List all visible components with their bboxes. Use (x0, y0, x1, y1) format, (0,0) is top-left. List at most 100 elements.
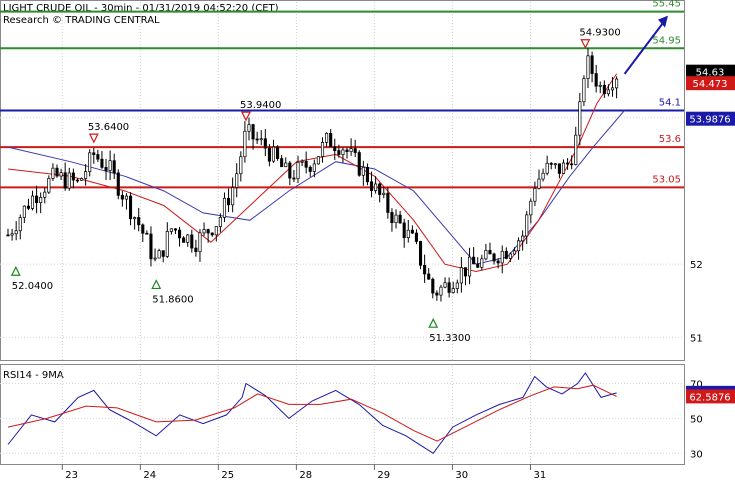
candle-body (63, 172, 67, 189)
candle (112, 153, 116, 179)
candle (59, 168, 63, 180)
candle-body (182, 237, 186, 243)
candle (394, 209, 398, 229)
candle-body (96, 154, 100, 160)
candle (51, 163, 55, 181)
candle (476, 257, 480, 269)
candle-body (206, 229, 210, 234)
candle-body (320, 142, 325, 157)
candle-body (574, 134, 578, 165)
candle (35, 185, 39, 214)
candle (153, 248, 157, 262)
price-box-0-text: 54.63 (696, 68, 725, 79)
candle (235, 163, 239, 198)
candle-body (586, 55, 590, 79)
candle-body (116, 172, 120, 196)
candle-body (239, 156, 243, 175)
candle (369, 171, 374, 198)
candle (169, 228, 173, 235)
candle (590, 51, 594, 83)
candle (390, 208, 394, 232)
pivot-low-marker (151, 279, 162, 290)
candle (165, 222, 169, 259)
candle (484, 243, 488, 261)
candle-body (316, 156, 320, 165)
candle-body (67, 172, 71, 189)
candle-body (304, 160, 308, 168)
candle (566, 158, 570, 170)
candle (439, 284, 443, 302)
price-box-1: 54.473 (686, 76, 735, 91)
candle-body (431, 278, 435, 294)
rsi-series-ma9 (7, 384, 617, 442)
candle (222, 192, 227, 223)
candle-body (39, 197, 43, 204)
candle (398, 210, 402, 224)
candle (386, 187, 390, 219)
candle-body (312, 163, 316, 172)
candle-body (333, 146, 337, 151)
candle-body (43, 191, 47, 198)
pivot-high-label-53.9400: 53.9400 (240, 100, 281, 111)
candle (427, 268, 431, 280)
candle (512, 247, 517, 256)
candle (480, 254, 484, 271)
candle (288, 160, 292, 186)
candle (504, 247, 508, 260)
candle (492, 252, 496, 265)
candle-body (177, 229, 182, 239)
candle-body (398, 214, 402, 224)
candle-body (553, 163, 557, 166)
pivot-low-label-51.3300: 51.3300 (429, 333, 470, 344)
candle-body (500, 250, 504, 264)
candle-body (251, 124, 255, 140)
candle (300, 159, 304, 167)
candle-body (75, 179, 79, 182)
candle (496, 258, 500, 269)
level-label-54.95: 54.95 (652, 35, 681, 46)
candle-body (190, 234, 194, 249)
pivot-low-label-52.0400: 52.0400 (12, 281, 53, 292)
candle (349, 138, 353, 156)
candle-body (537, 178, 541, 189)
candle-body (566, 162, 570, 165)
candle (508, 252, 512, 263)
rsi-box-1-text: 62.5876 (689, 392, 730, 403)
candle (276, 145, 280, 161)
candle (345, 147, 349, 159)
candle (14, 221, 18, 241)
candle (271, 139, 276, 163)
candle-body (406, 229, 410, 238)
candle-body (18, 217, 22, 232)
candle-body (243, 130, 247, 158)
candle (529, 198, 533, 224)
candle-body (329, 133, 333, 148)
candle (431, 277, 435, 299)
candle-body (296, 161, 300, 180)
candle-body (386, 192, 390, 213)
x-tick-label-29: 29 (377, 470, 390, 480)
candle (357, 150, 361, 177)
candle (137, 207, 141, 232)
candle-body (570, 163, 574, 166)
candle-body (451, 288, 455, 293)
candle-body (108, 160, 112, 171)
candle (312, 159, 316, 178)
rsi-y-tick-label-30: 30 (690, 449, 703, 460)
candle (337, 144, 341, 158)
candle-body (414, 232, 419, 242)
candle (549, 162, 553, 170)
candle (557, 163, 561, 179)
candle (284, 157, 288, 168)
candle (251, 123, 255, 150)
pivot-high-marker (580, 39, 591, 50)
candle-body (55, 167, 59, 177)
candle-body (47, 178, 51, 193)
candle-body (582, 78, 586, 103)
price-box-2: 53.9876 (686, 111, 735, 126)
candle (47, 175, 51, 195)
candle-body (427, 273, 431, 280)
candle (100, 151, 104, 169)
candle (406, 220, 410, 243)
candle (206, 228, 210, 243)
